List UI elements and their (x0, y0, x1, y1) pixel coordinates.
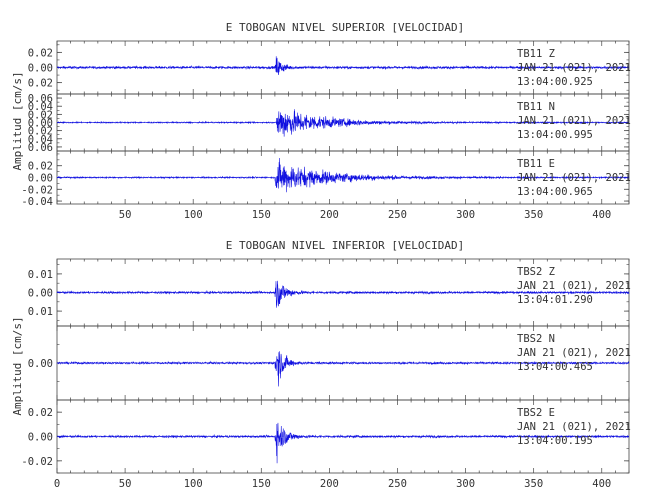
x-tick-label: 250 (388, 478, 407, 490)
x-tick-label: 200 (320, 209, 339, 221)
x-tick-label: 0 (54, 478, 60, 490)
x-tick-label: 250 (388, 209, 407, 221)
x-tick-label: 150 (252, 478, 271, 490)
y-tick-label: 0.00 (28, 118, 53, 130)
y-tick-label: -0.02 (21, 456, 53, 468)
date-label: JAN 21 (021), 2021 (517, 347, 631, 359)
lower-panel-title: E TOBOGAN NIVEL INFERIOR [VELOCIDAD] (226, 239, 464, 252)
station-component-label: TB11 N (517, 101, 555, 113)
upper-panel-title: E TOBOGAN NIVEL SUPERIOR [VELOCIDAD] (226, 21, 464, 34)
y-tick-label: 0.02 (28, 78, 53, 90)
trace-panel-tb11-e: -0.04-0.020.000.02 TB11 E JAN 21 (021), 20… (21, 150, 631, 208)
y-tick-label: -0.04 (21, 196, 53, 208)
date-label: JAN 21 (021), 2021 (517, 421, 631, 433)
x-tick-label: 100 (184, 209, 203, 221)
y-tick-label: 0.06 (28, 93, 53, 105)
x-tick-label: 50 (119, 209, 132, 221)
trace-panel-tb11-z: 0.02 0.00 0.02 TB11 Z JAN 21 (021), 2021 13:0… (28, 40, 631, 95)
x-tick-label: 400 (592, 478, 611, 490)
upper-level-panel: E TOBOGAN NIVEL SUPERIOR [VELOCIDAD] Amp… (11, 21, 631, 221)
lower-panel-ylabel: Amplitud [cm/s] (11, 316, 24, 415)
waveform-tb11-z (56, 56, 630, 76)
y-tick-label: 0.02 (28, 161, 53, 173)
time-label: 13:04:00.195 (517, 435, 593, 447)
time-label: 13:04:01.290 (517, 294, 593, 306)
y-tick-label: 0.02 (28, 407, 53, 419)
x-tick-label: 200 (320, 478, 339, 490)
y-tick-label: 0.00 (28, 173, 53, 185)
time-label: 13:04:00.995 (517, 129, 593, 141)
y-tick-label: 0.04 (28, 134, 53, 146)
date-label: JAN 21 (021), 2021 (517, 172, 631, 184)
x-tick-label: 300 (456, 478, 475, 490)
lower-level-panel: E TOBOGAN NIVEL INFERIOR [VELOCIDAD] Amp… (11, 239, 631, 490)
waveform-tb11-e (56, 157, 630, 193)
date-label: JAN 21 (021), 2021 (517, 280, 631, 292)
y-tick-label: 0.02 (28, 109, 53, 121)
time-label: 13:04:00.965 (517, 186, 593, 198)
date-label: JAN 21 (021), 2021 (517, 62, 631, 74)
time-label: 13:04:00.465 (517, 361, 593, 373)
waveform-tbs2-z (56, 280, 630, 308)
station-component-label: TB11 E (517, 158, 555, 170)
y-tick-label: 0.00 (28, 288, 53, 300)
station-component-label: TBS2 E (517, 407, 555, 419)
y-tick-label: 0.02 (28, 47, 53, 59)
x-tick-label: 350 (524, 209, 543, 221)
y-tick-label: 0.00 (28, 432, 53, 444)
x-tick-label: 50 (119, 478, 132, 490)
x-tick-label: 100 (184, 478, 203, 490)
waveform-tbs2-n (56, 351, 630, 387)
y-tick-label: 0.04 (28, 101, 53, 113)
y-tick-label: -0.02 (21, 184, 53, 196)
waveform-tbs2-e (56, 422, 630, 464)
y-tick-label: 0.01 (28, 269, 53, 281)
x-tick-label: 150 (252, 209, 271, 221)
waveform-tb11-n (56, 109, 630, 137)
date-label: JAN 21 (021), 2021 (517, 115, 631, 127)
station-component-label: TB11 Z (517, 48, 555, 60)
x-tick-label: 300 (456, 209, 475, 221)
trace-panel-tbs2-n: 0.00 TBS2 N JAN 21 (021), 2021 13:04:00.465 (28, 325, 631, 401)
station-component-label: TBS2 Z (517, 266, 555, 278)
station-component-label: TBS2 N (517, 333, 555, 345)
trace-panel-tbs2-e: -0.02 0.00 0.02 TBS2 E JAN 21 (021), 2021 13:… (21, 399, 631, 474)
trace-panel-tbs2-z: 0.01 0.00 0.01 TBS2 Z JAN 21 (021), 2021 13:0… (28, 258, 631, 327)
y-tick-label: 0.01 (28, 306, 53, 318)
y-tick-label: 0.00 (28, 63, 53, 75)
y-tick-label: 0.06 (28, 142, 53, 154)
x-tick-label: 400 (592, 209, 611, 221)
time-label: 13:04:00.925 (517, 76, 593, 88)
upper-panel-ylabel: Amplitud [cm/s] (11, 71, 24, 170)
y-tick-label: 0.00 (28, 358, 53, 370)
y-tick-label: 0.02 (28, 126, 53, 138)
x-tick-label: 350 (524, 478, 543, 490)
